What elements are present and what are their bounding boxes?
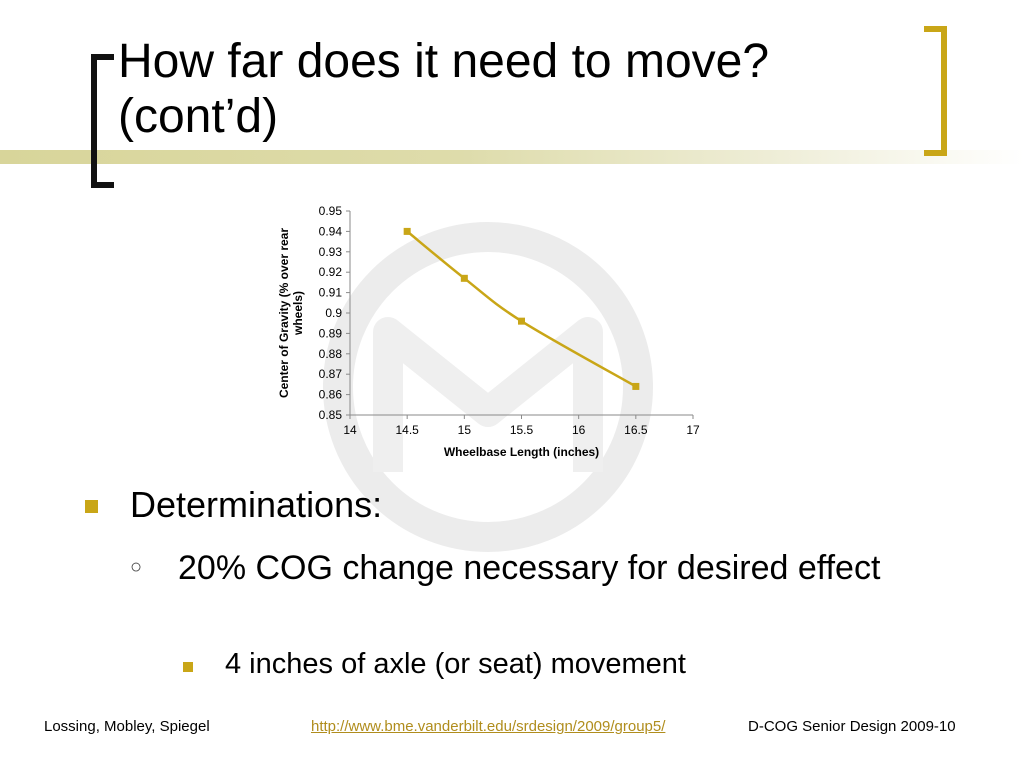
title-line-2: (cont’d): [118, 90, 279, 143]
bullet-square-small-icon: [183, 662, 193, 672]
y-tick-label: 0.89: [319, 326, 343, 340]
left-bracket-icon: [91, 54, 114, 188]
y-tick-label: 0.86: [319, 388, 343, 402]
y-tick-label: 0.85: [319, 408, 343, 422]
y-tick-label: 0.93: [319, 245, 343, 259]
footer-authors: Lossing, Mobley, Spiegel: [44, 718, 210, 735]
bullet-level1: Determinations:: [130, 484, 383, 525]
data-point-marker: [403, 227, 411, 235]
y-tick-label: 0.91: [319, 286, 343, 300]
title-stripe: [0, 150, 1024, 164]
x-tick-label: 17: [686, 423, 700, 437]
y-axis-title: Center of Gravity (% over rearwheels): [277, 228, 305, 398]
right-bracket-icon: [924, 26, 947, 156]
y-tick-label: 0.95: [319, 204, 343, 218]
x-tick-label: 15: [458, 423, 472, 437]
y-tick-label: 0.88: [319, 347, 343, 361]
x-tick-label: 14.5: [395, 423, 419, 437]
bullet-circle-icon: ○: [130, 556, 143, 578]
footer-url-link[interactable]: http://www.bme.vanderbilt.edu/srdesign/2…: [311, 718, 666, 735]
cog-chart: 0.85 0.86 0.87 0.88 0.89 0.9 0.91 0.92 0.93 0.94 0…: [277, 204, 700, 459]
x-tick-label: 15.5: [510, 423, 534, 437]
y-tick-label: 0.92: [319, 265, 343, 279]
footer-course: D-COG Senior Design 2009-10: [748, 718, 956, 735]
y-tick-label: 0.87: [319, 367, 343, 381]
bullet-level3: 4 inches of axle (or seat) movement: [225, 648, 686, 680]
x-tick-label: 14: [343, 423, 357, 437]
data-point-marker: [460, 274, 468, 282]
x-tick-label: 16.5: [624, 423, 648, 437]
title-line-1: How far does it need to move?: [118, 35, 770, 88]
x-tick-label: 16: [572, 423, 586, 437]
slide-title: How far does it need to move? (cont’d): [118, 34, 769, 144]
data-point-marker: [518, 317, 525, 325]
bullet-square-icon: [85, 500, 98, 513]
y-tick-label: 0.9: [325, 306, 342, 320]
data-point-marker: [632, 382, 640, 390]
y-tick-label: 0.94: [319, 224, 343, 238]
bullet-level2: 20% COG change necessary for desired eff…: [178, 549, 881, 587]
x-axis-title: Wheelbase Length (inches): [444, 445, 599, 459]
series-line: [406, 230, 637, 388]
